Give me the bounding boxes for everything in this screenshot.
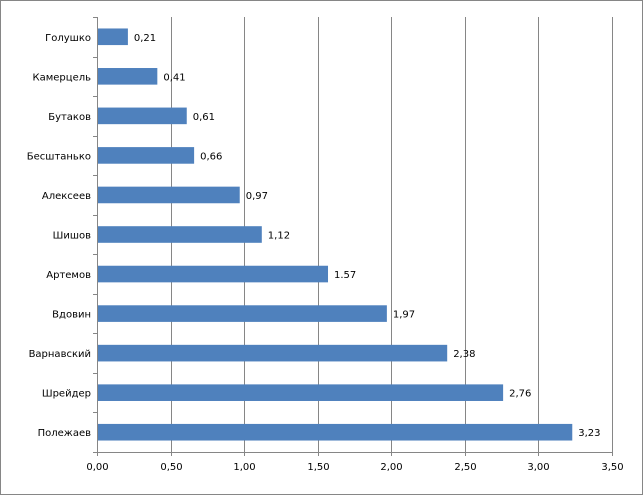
category-label: Шрейдер xyxy=(42,389,91,400)
bar xyxy=(98,423,573,441)
category-label: Камерцель xyxy=(32,72,91,83)
category-label: Полежаев xyxy=(38,428,91,439)
bar xyxy=(98,68,158,85)
bar-layer xyxy=(98,28,573,441)
x-tick-label: 2,50 xyxy=(454,462,476,473)
category-label: Варнавский xyxy=(29,349,91,360)
data-label: 0,21 xyxy=(134,33,156,44)
x-tick-label: 0,50 xyxy=(160,462,182,473)
x-tick-label: 1,00 xyxy=(233,462,255,473)
category-label: Бесштанько xyxy=(27,151,91,162)
bar xyxy=(98,344,448,362)
data-label: 1,97 xyxy=(393,310,415,321)
data-label: 3,23 xyxy=(578,428,600,439)
category-label: Голушко xyxy=(45,33,91,44)
category-label: Алексеев xyxy=(42,191,91,202)
data-label: 0,41 xyxy=(163,72,185,83)
data-label: 2,76 xyxy=(509,389,531,400)
grid-layer xyxy=(171,17,613,452)
category-label: Артемов xyxy=(46,270,91,281)
bar xyxy=(98,305,387,322)
bar xyxy=(98,28,128,46)
x-tick-label: 1,50 xyxy=(307,462,329,473)
bar xyxy=(98,186,240,204)
axis-layer xyxy=(93,17,613,456)
x-tick-label: 3,50 xyxy=(601,462,623,473)
category-label: Бутаков xyxy=(48,112,91,123)
bar xyxy=(98,147,195,164)
x-tick-label: 0,00 xyxy=(86,462,108,473)
bar xyxy=(98,384,504,401)
data-label: 1,12 xyxy=(268,231,290,242)
data-label: 1.57 xyxy=(334,270,356,281)
data-label: 2,38 xyxy=(453,349,475,360)
x-tick-label: 2,00 xyxy=(380,462,402,473)
label-layer: 0,00 0,50 1,00 1,50 2,00 2,50 3,00 3,50 Полежаев… xyxy=(27,33,624,473)
data-label: 0,66 xyxy=(200,151,222,162)
data-label: 0,61 xyxy=(193,112,215,123)
x-tick-label: 3,00 xyxy=(527,462,549,473)
bar xyxy=(98,265,329,283)
category-label: Шишов xyxy=(53,231,91,242)
data-label: 0,97 xyxy=(246,191,268,202)
bar xyxy=(98,107,187,125)
category-label: Вдовин xyxy=(52,310,91,321)
bar xyxy=(98,226,262,243)
